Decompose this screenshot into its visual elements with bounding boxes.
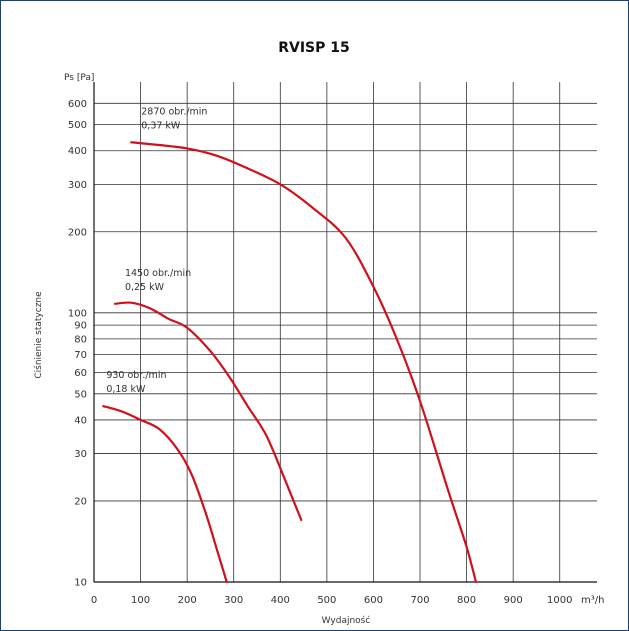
chart-title: RVISP 15 — [278, 40, 350, 56]
y-tick-label: 30 — [74, 449, 87, 460]
y-tick-label: 90 — [74, 321, 87, 332]
curve-series-3 — [102, 405, 228, 584]
curve-annotation-3: 930 obr./min — [106, 370, 166, 381]
y-tick-label: 200 — [68, 227, 87, 238]
x-tick-label: 200 — [178, 595, 197, 606]
y-tick-label: 10 — [74, 578, 87, 589]
x-unit-label: m³/h — [581, 595, 604, 606]
x-tick-label: 900 — [504, 595, 523, 606]
x-tick-label: 600 — [364, 595, 383, 606]
x-tick-label: 800 — [457, 595, 476, 606]
curve-series-2 — [113, 301, 303, 522]
x-tick-label: 400 — [271, 595, 290, 606]
x-tick-label: 100 — [131, 595, 150, 606]
y-unit-label: Ps [Pa] — [64, 73, 94, 83]
x-tick-label: 1000 — [547, 595, 572, 606]
y-axis-title: Ciśnienie statyczne — [33, 291, 44, 379]
curve-annotation-3: 0,18 kW — [106, 384, 146, 395]
y-tick-label: 20 — [74, 496, 87, 507]
y-tick-label: 100 — [68, 308, 87, 319]
x-axis-title: Wydajność — [322, 615, 371, 626]
y-tick-label: 500 — [68, 120, 87, 131]
y-tick-label: 60 — [74, 368, 87, 379]
y-tick-label: 600 — [68, 99, 87, 110]
series-layer: 2870 obr./min 0,37 kW 1450 obr./min 0,25 kW… — [102, 106, 478, 584]
curve-annotation-1: 2870 obr./min — [141, 106, 207, 117]
curve-annotation-2: 0,25 kW — [125, 282, 165, 293]
y-tick-label: 300 — [68, 180, 87, 191]
y-tick-label: 40 — [74, 415, 87, 426]
curve-annotation-2: 1450 obr./min — [125, 268, 191, 279]
tick-layer: 0 100 200 300 400 500 600 700 800 900 1000 10 20 30 40… — [68, 99, 573, 606]
y-tick-label: 70 — [74, 350, 87, 361]
curve-series-1 — [130, 141, 478, 584]
grid-layer — [93, 82, 597, 583]
x-tick-label: 0 — [91, 595, 97, 606]
x-tick-label: 300 — [224, 595, 243, 606]
y-tick-label: 50 — [74, 389, 87, 400]
x-tick-label: 500 — [317, 595, 336, 606]
y-tick-label: 400 — [68, 146, 87, 157]
y-tick-label: 80 — [74, 334, 87, 345]
x-tick-label: 700 — [410, 595, 429, 606]
curve-annotation-1: 0,37 kW — [141, 120, 181, 131]
